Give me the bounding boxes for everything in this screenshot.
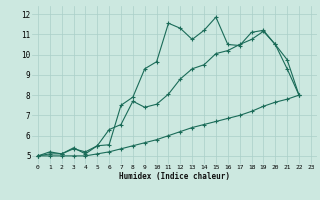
X-axis label: Humidex (Indice chaleur): Humidex (Indice chaleur) — [119, 172, 230, 181]
